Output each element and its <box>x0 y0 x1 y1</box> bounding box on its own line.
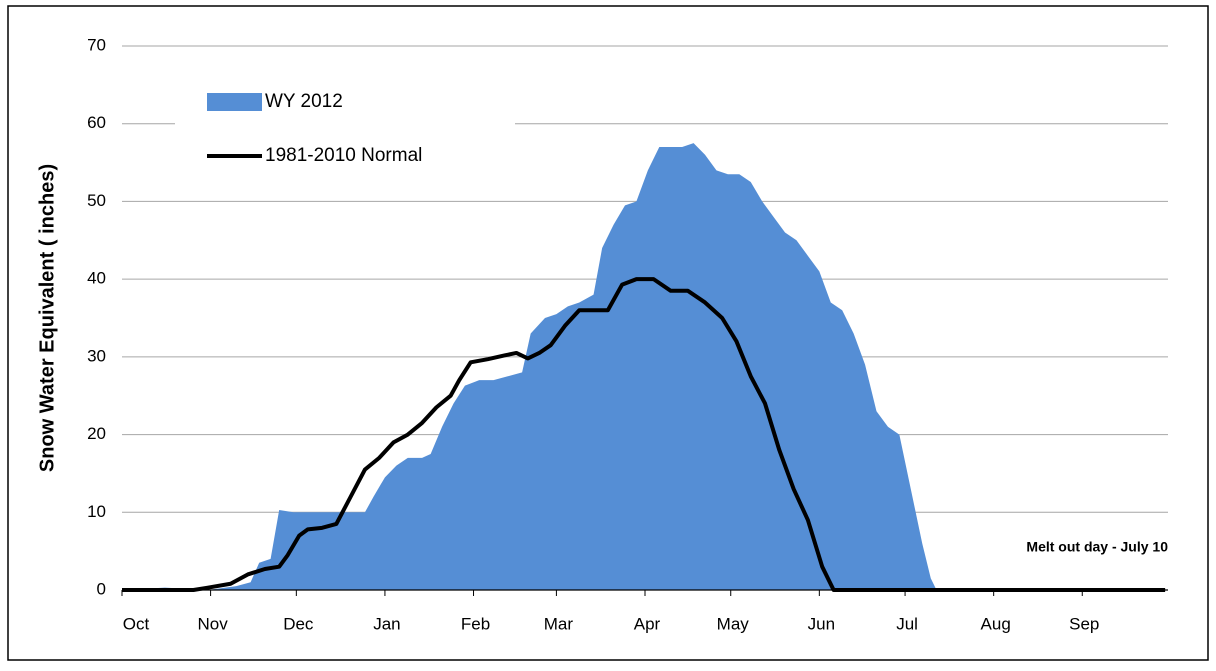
legend-label: WY 2012 <box>265 91 343 112</box>
y-axis-label: Snow Water Equivalent ( inches) <box>36 164 58 472</box>
x-tick-label: Jul <box>896 614 918 633</box>
y-tick-label: 30 <box>87 346 106 365</box>
x-tick-label: Sep <box>1069 614 1099 633</box>
x-tick-label: Dec <box>283 614 314 633</box>
x-tick-label: Apr <box>634 614 661 633</box>
y-tick-label: 10 <box>87 502 106 521</box>
x-tick-label: Aug <box>981 614 1011 633</box>
y-tick-label: 40 <box>87 269 106 288</box>
x-tick-label: Mar <box>544 614 574 633</box>
x-tick-label: May <box>717 614 750 633</box>
x-tick-label: Nov <box>197 614 228 633</box>
x-tick-label: Jun <box>808 614 835 633</box>
y-tick-label: 70 <box>87 35 106 54</box>
y-tick-label: 0 <box>97 579 106 598</box>
legend-label: 1981-2010 Normal <box>265 145 422 166</box>
legend-swatch <box>207 93 262 111</box>
y-tick-label: 60 <box>87 113 106 132</box>
x-tick-label: Oct <box>123 614 150 633</box>
x-tick-label: Feb <box>461 614 490 633</box>
line <box>122 277 1166 592</box>
y-tick-label: 20 <box>87 424 106 443</box>
area <box>122 143 1166 590</box>
y-tick-label: 50 <box>87 191 106 210</box>
annotation: Melt out day - July 10 <box>1026 539 1168 555</box>
x-tick-label: Jan <box>373 614 400 633</box>
